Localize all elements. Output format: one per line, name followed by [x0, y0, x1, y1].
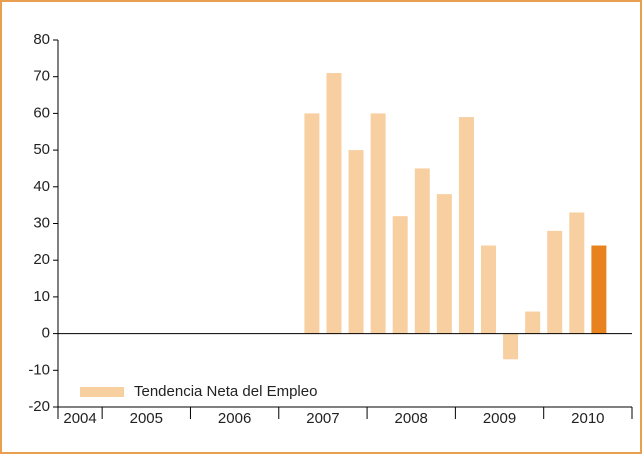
legend-swatch [80, 387, 124, 397]
bar [370, 113, 386, 334]
y-tick-label: -10 [28, 361, 50, 378]
y-tick-label: 60 [33, 104, 50, 121]
y-tick-label: 50 [33, 141, 50, 158]
bar [525, 311, 541, 334]
y-tick-label: 10 [33, 288, 50, 305]
bar [458, 117, 474, 334]
legend-label: Tendencia Neta del Empleo [134, 383, 317, 400]
y-tick-label: 40 [33, 178, 50, 195]
bar [436, 194, 452, 334]
y-tick-label: 20 [33, 251, 50, 268]
x-tick-label: 2009 [483, 410, 516, 427]
y-tick-label: -20 [28, 398, 50, 415]
bar [503, 333, 519, 360]
y-tick-label: 80 [33, 31, 50, 48]
x-tick-label: 2004 [63, 410, 96, 427]
bar [414, 168, 430, 334]
bar [348, 150, 364, 334]
y-tick-label: 30 [33, 214, 50, 231]
bar [569, 212, 585, 334]
bar [591, 245, 607, 334]
bar [326, 73, 342, 334]
x-tick-label: 2006 [218, 410, 251, 427]
bar [304, 113, 320, 334]
bar [481, 245, 496, 334]
bar [392, 216, 408, 334]
x-tick-label: 2005 [130, 410, 163, 427]
x-tick-label: 2008 [395, 410, 428, 427]
x-tick-label: 2007 [306, 410, 339, 427]
y-tick-label: 0 [42, 325, 50, 342]
y-tick-label: 70 [33, 68, 50, 85]
x-tick-label: 2010 [571, 410, 604, 427]
bar [547, 230, 563, 334]
